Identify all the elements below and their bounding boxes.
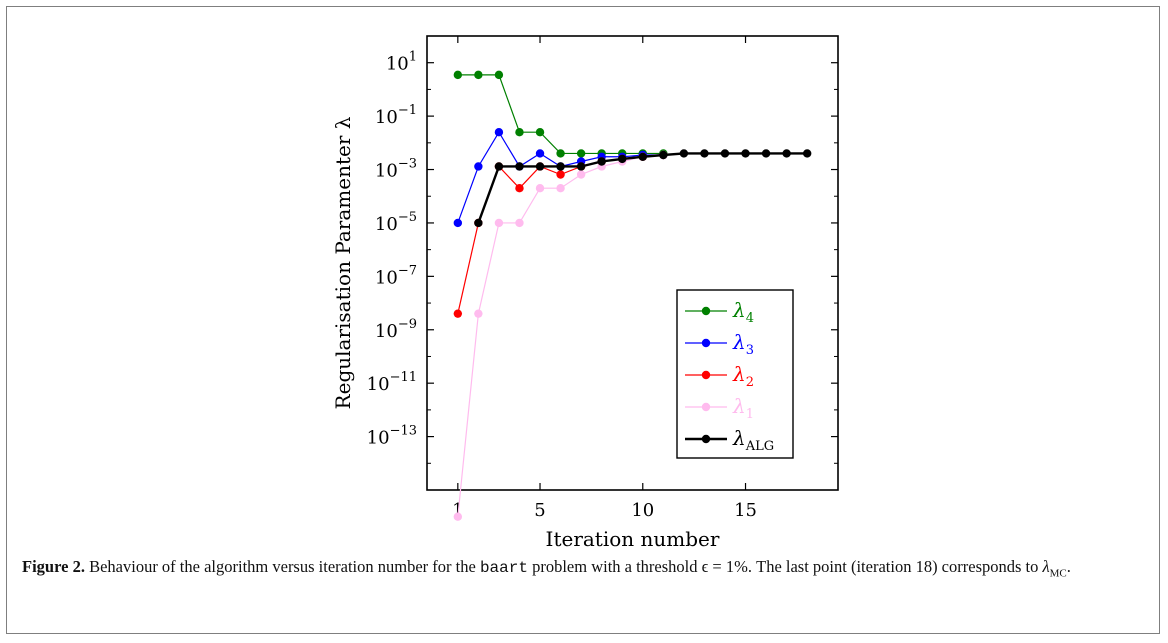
data-point bbox=[453, 218, 463, 228]
data-point bbox=[453, 70, 463, 80]
y-tick-label: 10−11 bbox=[367, 370, 417, 395]
data-point bbox=[802, 149, 812, 158]
series-line bbox=[457, 154, 664, 517]
data-point bbox=[515, 162, 524, 171]
series-lambda-4 bbox=[453, 70, 668, 158]
figure-frame bbox=[6, 6, 1160, 634]
data-point bbox=[638, 152, 647, 161]
data-point bbox=[535, 183, 545, 193]
chart: 1 5 10 1510110−110−310−510−710−910−1110−13I… bbox=[331, 35, 839, 550]
caption-text-3: . bbox=[1066, 557, 1071, 576]
legend-marker bbox=[701, 402, 711, 412]
data-point bbox=[515, 183, 524, 193]
data-point bbox=[474, 309, 483, 318]
series-line bbox=[477, 152, 808, 224]
data-point bbox=[556, 149, 565, 158]
series-lambda-1 bbox=[453, 150, 668, 521]
y-tick-label: 10−3 bbox=[375, 157, 417, 182]
y-tick-label: 101 bbox=[386, 50, 417, 75]
data-point bbox=[576, 170, 586, 179]
series-line bbox=[457, 74, 664, 155]
legend-marker bbox=[701, 338, 711, 348]
data-point bbox=[761, 149, 771, 158]
series-lambda-alg bbox=[474, 149, 812, 228]
figure-caption: Figure 2. Behaviour of the algorithm ver… bbox=[22, 555, 1142, 585]
data-point bbox=[576, 162, 586, 171]
data-point bbox=[720, 149, 730, 158]
axes: 1 5 10 1510110−110−310−510−710−910−1110−13I… bbox=[331, 35, 839, 550]
x-tick-label: 1 bbox=[452, 500, 463, 521]
y-tick-label: 10−13 bbox=[367, 424, 417, 449]
caption-lambda-sub: MC bbox=[1049, 567, 1067, 580]
data-point bbox=[474, 162, 483, 171]
y-tick-label: 10−1 bbox=[375, 103, 417, 128]
legend: λ4 λ3 λ2 λ1 λALG bbox=[676, 289, 794, 459]
series-layer bbox=[453, 70, 812, 521]
data-point bbox=[494, 218, 504, 228]
data-point bbox=[556, 162, 565, 171]
data-point bbox=[597, 157, 606, 166]
y-tick-label: 10−5 bbox=[375, 210, 417, 235]
x-tick-label: 15 bbox=[734, 500, 757, 521]
data-point bbox=[494, 127, 504, 137]
series-lambda-2 bbox=[453, 150, 668, 318]
data-point bbox=[700, 149, 709, 158]
x-axis-label: Iteration number bbox=[546, 527, 720, 550]
series-line bbox=[457, 154, 664, 314]
data-point bbox=[515, 127, 524, 137]
x-tick-label: 5 bbox=[534, 500, 545, 521]
legend-label: λ3 bbox=[732, 330, 754, 358]
legend-box bbox=[676, 289, 794, 459]
data-point bbox=[474, 218, 483, 228]
data-point bbox=[474, 70, 483, 80]
data-point bbox=[535, 127, 545, 137]
data-point bbox=[741, 149, 750, 158]
legend-marker bbox=[701, 306, 711, 316]
data-point bbox=[453, 309, 463, 318]
data-point bbox=[576, 149, 586, 158]
data-point bbox=[494, 70, 504, 80]
x-tick-label: 10 bbox=[631, 500, 654, 521]
legend-marker bbox=[701, 434, 711, 444]
data-point bbox=[782, 149, 791, 158]
legend-label: λ4 bbox=[732, 298, 754, 326]
caption-text-1: Behaviour of the algorithm versus iterat… bbox=[84, 557, 480, 576]
y-axis-label: Regularisation Paramenter λ bbox=[331, 116, 355, 409]
y-tick-label: 10−7 bbox=[375, 263, 417, 288]
legend-marker bbox=[701, 370, 711, 380]
data-point bbox=[453, 512, 463, 521]
data-point bbox=[556, 170, 565, 179]
y-tick-label: 10−9 bbox=[375, 317, 417, 342]
legend-label: λALG bbox=[732, 426, 774, 454]
data-point bbox=[535, 162, 545, 171]
data-point bbox=[515, 218, 524, 228]
data-point bbox=[535, 149, 545, 158]
legend-label: λ2 bbox=[732, 362, 754, 390]
caption-label: Figure 2. bbox=[22, 557, 85, 576]
data-point bbox=[659, 150, 668, 160]
plot-frame bbox=[426, 35, 839, 491]
data-point bbox=[679, 149, 689, 158]
data-point bbox=[618, 154, 627, 164]
caption-code: baart bbox=[479, 559, 528, 577]
caption-text-2: problem with a threshold ϵ = 1%. The las… bbox=[527, 557, 1043, 576]
data-point bbox=[494, 162, 504, 171]
data-point bbox=[556, 183, 565, 193]
legend-label: λ1 bbox=[732, 394, 754, 422]
caption-lambda: λ bbox=[1042, 557, 1050, 576]
